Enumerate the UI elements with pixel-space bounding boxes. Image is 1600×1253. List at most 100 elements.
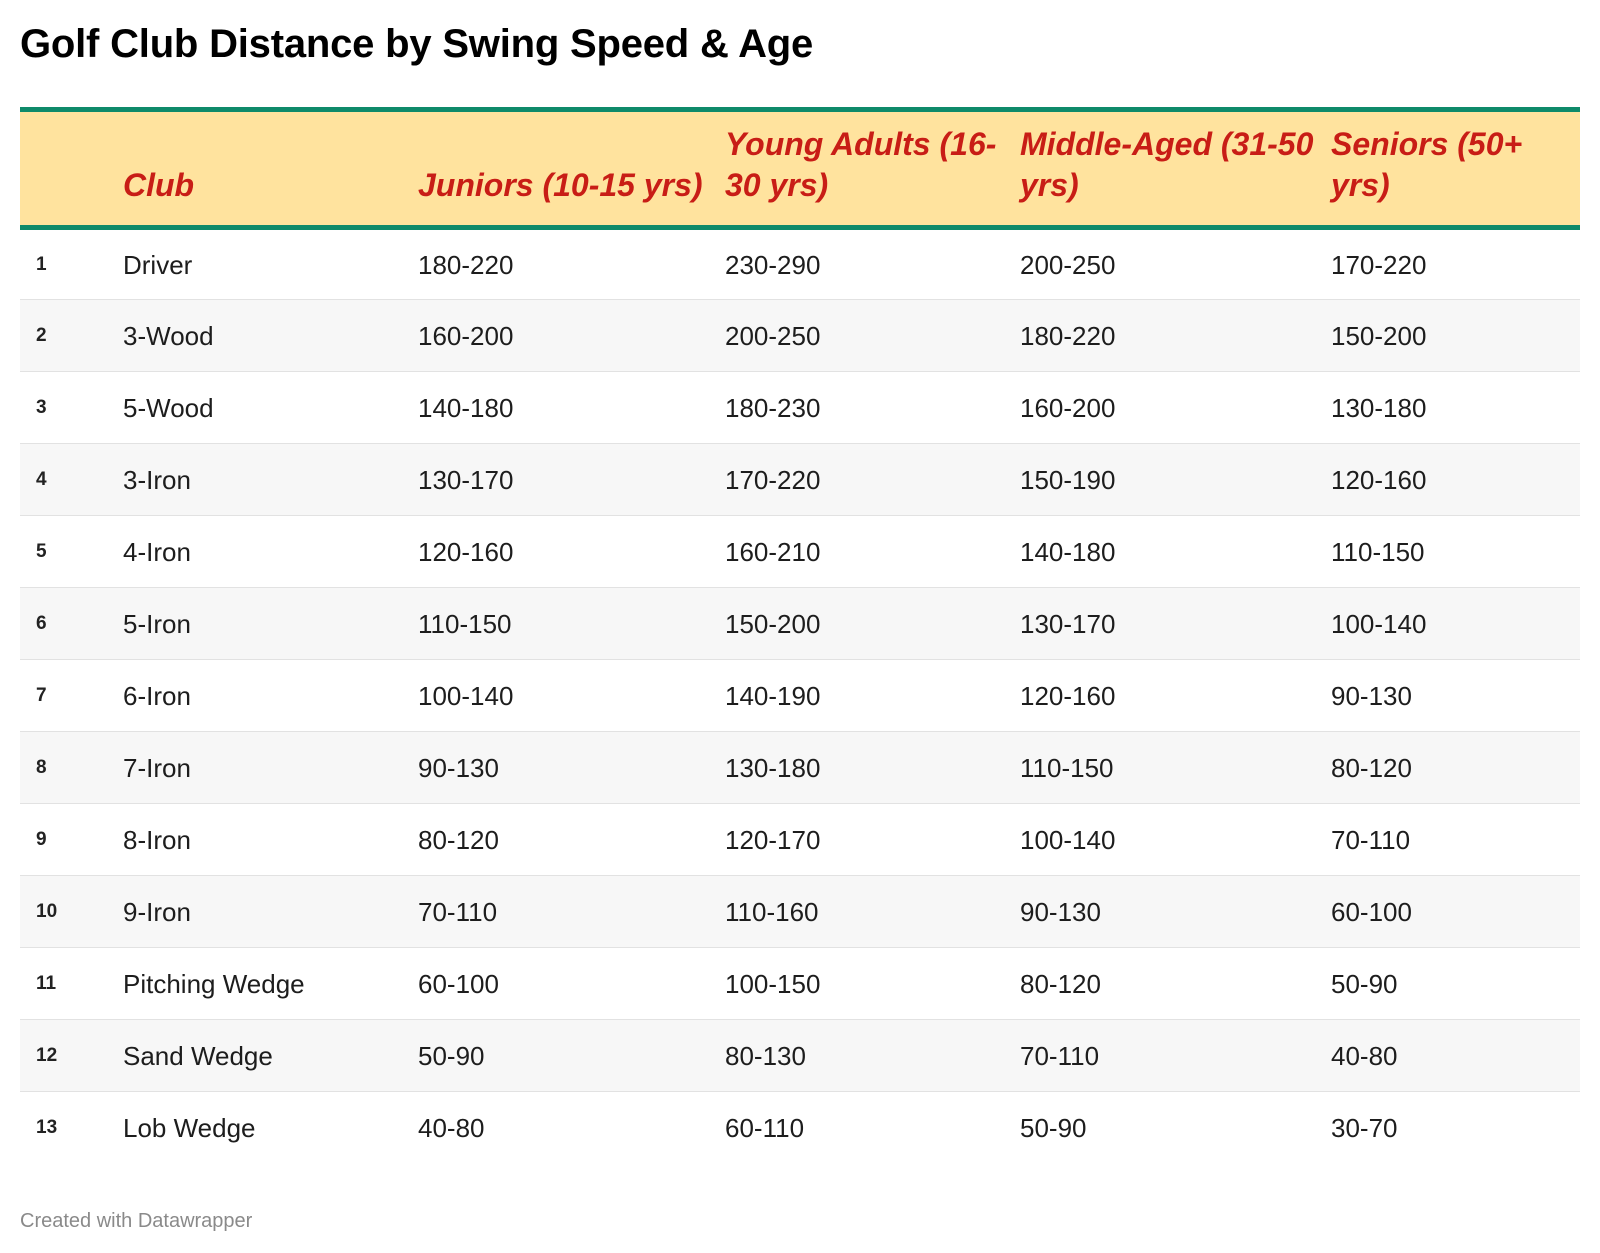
middle-aged-distance-cell: 100-140 (1020, 803, 1331, 876)
middle-aged-distance-cell: 50-90 (1020, 1112, 1087, 1143)
juniors-distance-cell: 50-90 (418, 1019, 725, 1092)
column-header-seniors: Seniors (50+ yrs) (1331, 107, 1580, 230)
middle-aged-distance-cell: 70-110 (1020, 1019, 1331, 1092)
seniors-distance-cell: 170-220 (1331, 227, 1580, 300)
middle-aged-distance-cell: 150-190 (1020, 443, 1331, 516)
juniors-distance-cell: 130-170 (418, 443, 725, 516)
middle-aged-distance-cell: 110-150 (1020, 731, 1331, 804)
juniors-distance-cell: 70-110 (418, 875, 725, 948)
club-name-cell: 9-Iron (123, 875, 418, 948)
table-row: 8 7-Iron 90-130 130-180 110-150 80-120 (20, 731, 1580, 804)
young-adults-distance-cell: 170-220 (725, 443, 1020, 516)
juniors-distance-cell: 100-140 (418, 659, 725, 732)
seniors-distance-cell: 70-110 (1331, 803, 1580, 876)
young-adults-distance-cell: 200-250 (725, 299, 1020, 372)
club-name-cell: 3-Iron (123, 443, 418, 516)
column-header-club: Club (123, 107, 418, 230)
chart-title: Golf Club Distance by Swing Speed & Age (20, 22, 814, 66)
distance-table-container: Club Juniors (10-15 yrs) Young Adults (16-… (20, 107, 1580, 1164)
middle-aged-distance-cell: 180-220 (1020, 299, 1331, 372)
middle-aged-distance-cell: 130-170 (1020, 587, 1331, 660)
row-index: 11 (20, 947, 123, 1020)
table-row: 7 6-Iron 100-140 140-190 120-160 90-130 (20, 659, 1580, 732)
column-header-index (20, 107, 123, 230)
seniors-distance-cell: 100-140 (1331, 587, 1580, 660)
middle-aged-distance-cell: 200-250 (1020, 227, 1331, 300)
middle-aged-distance-cell: 90-130 (1020, 875, 1331, 948)
table-row: 9 8-Iron 80-120 120-170 100-140 70-110 (20, 803, 1580, 876)
young-adults-distance-cell: 130-180 (725, 731, 1020, 804)
middle-aged-distance-cell: 80-120 (1020, 947, 1331, 1020)
seniors-distance-cell: 110-150 (1331, 515, 1580, 588)
table-row: 12 Sand Wedge 50-90 80-130 70-110 40-80 (20, 1019, 1580, 1092)
seniors-distance-cell: 150-200 (1331, 299, 1580, 372)
club-name-cell: 8-Iron (123, 803, 418, 876)
header-row: Club Juniors (10-15 yrs) Young Adults (16-… (20, 107, 1580, 230)
seniors-distance-cell: 50-90 (1331, 947, 1580, 1020)
row-index: 12 (20, 1019, 123, 1092)
table-row: 13 Lob Wedge 40-80 60-110 50-90 30-70 (20, 1092, 1580, 1164)
young-adults-distance-cell: 110-160 (725, 875, 1020, 948)
seniors-distance-cell: 80-120 (1331, 731, 1580, 804)
row-index: 2 (20, 299, 123, 372)
juniors-distance-cell: 80-120 (418, 803, 725, 876)
column-header-juniors: Juniors (10-15 yrs) (418, 107, 725, 230)
row-index: 4 (20, 443, 123, 516)
club-name-cell: 6-Iron (123, 659, 418, 732)
row-index: 1 (20, 227, 123, 300)
seniors-distance-cell: 40-80 (1331, 1019, 1580, 1092)
club-name-cell: Sand Wedge (123, 1019, 418, 1092)
table-row: 5 4-Iron 120-160 160-210 140-180 110-150 (20, 515, 1580, 588)
juniors-distance-cell: 40-80 (418, 1112, 485, 1143)
row-index: 8 (20, 731, 123, 804)
row-index: 10 (20, 875, 123, 948)
young-adults-distance-cell: 150-200 (725, 587, 1020, 660)
club-name-cell: Lob Wedge (123, 1112, 256, 1143)
young-adults-distance-cell: 60-110 (725, 1112, 805, 1143)
young-adults-distance-cell: 180-230 (725, 371, 1020, 444)
row-index: 7 (20, 659, 123, 732)
row-index: 5 (20, 515, 123, 588)
seniors-distance-cell: 90-130 (1331, 659, 1580, 732)
table-row: 6 5-Iron 110-150 150-200 130-170 100-140 (20, 587, 1580, 660)
column-header-young-adults: Young Adults (16-30 yrs) (725, 107, 1020, 230)
row-index: 6 (20, 587, 123, 660)
young-adults-distance-cell: 160-210 (725, 515, 1020, 588)
club-name-cell: 5-Wood (123, 371, 418, 444)
datawrapper-credit: Created with Datawrapper (20, 1210, 253, 1232)
column-header-middle-aged: Middle-Aged (31-50 yrs) (1020, 107, 1331, 230)
row-index: 9 (20, 803, 123, 876)
seniors-distance-cell: 60-100 (1331, 875, 1580, 948)
middle-aged-distance-cell: 140-180 (1020, 515, 1331, 588)
juniors-distance-cell: 60-100 (418, 947, 725, 1020)
club-name-cell: 5-Iron (123, 587, 418, 660)
table-body: 1 Driver 180-220 230-290 200-250 170-220 2 3-Wo… (20, 227, 1580, 1164)
young-adults-distance-cell: 120-170 (725, 803, 1020, 876)
table-row: 11 Pitching Wedge 60-100 100-150 80-120 50-90 (20, 947, 1580, 1020)
juniors-distance-cell: 120-160 (418, 515, 725, 588)
juniors-distance-cell: 180-220 (418, 227, 725, 300)
table-row: 2 3-Wood 160-200 200-250 180-220 150-200 (20, 299, 1580, 372)
row-index: 3 (20, 371, 123, 444)
club-name-cell: 4-Iron (123, 515, 418, 588)
table-row: 3 5-Wood 140-180 180-230 160-200 130-180 (20, 371, 1580, 444)
club-name-cell: 3-Wood (123, 299, 418, 372)
table-header: Club Juniors (10-15 yrs) Young Adults (16-… (20, 107, 1580, 230)
seniors-distance-cell: 120-160 (1331, 443, 1580, 516)
club-name-cell: 7-Iron (123, 731, 418, 804)
table-row: 1 Driver 180-220 230-290 200-250 170-220 (20, 227, 1580, 300)
juniors-distance-cell: 110-150 (418, 587, 725, 660)
young-adults-distance-cell: 140-190 (725, 659, 1020, 732)
middle-aged-distance-cell: 120-160 (1020, 659, 1331, 732)
young-adults-distance-cell: 230-290 (725, 227, 1020, 300)
juniors-distance-cell: 90-130 (418, 731, 725, 804)
young-adults-distance-cell: 80-130 (725, 1019, 1020, 1092)
club-name-cell: Pitching Wedge (123, 947, 418, 1020)
juniors-distance-cell: 160-200 (418, 299, 725, 372)
young-adults-distance-cell: 100-150 (725, 947, 1020, 1020)
table-row: 10 9-Iron 70-110 110-160 90-130 60-100 (20, 875, 1580, 948)
distance-table: Club Juniors (10-15 yrs) Young Adults (16-… (20, 107, 1580, 1164)
seniors-distance-cell: 30-70 (1331, 1112, 1398, 1143)
seniors-distance-cell: 130-180 (1331, 371, 1580, 444)
row-index: 13 (36, 1116, 58, 1138)
